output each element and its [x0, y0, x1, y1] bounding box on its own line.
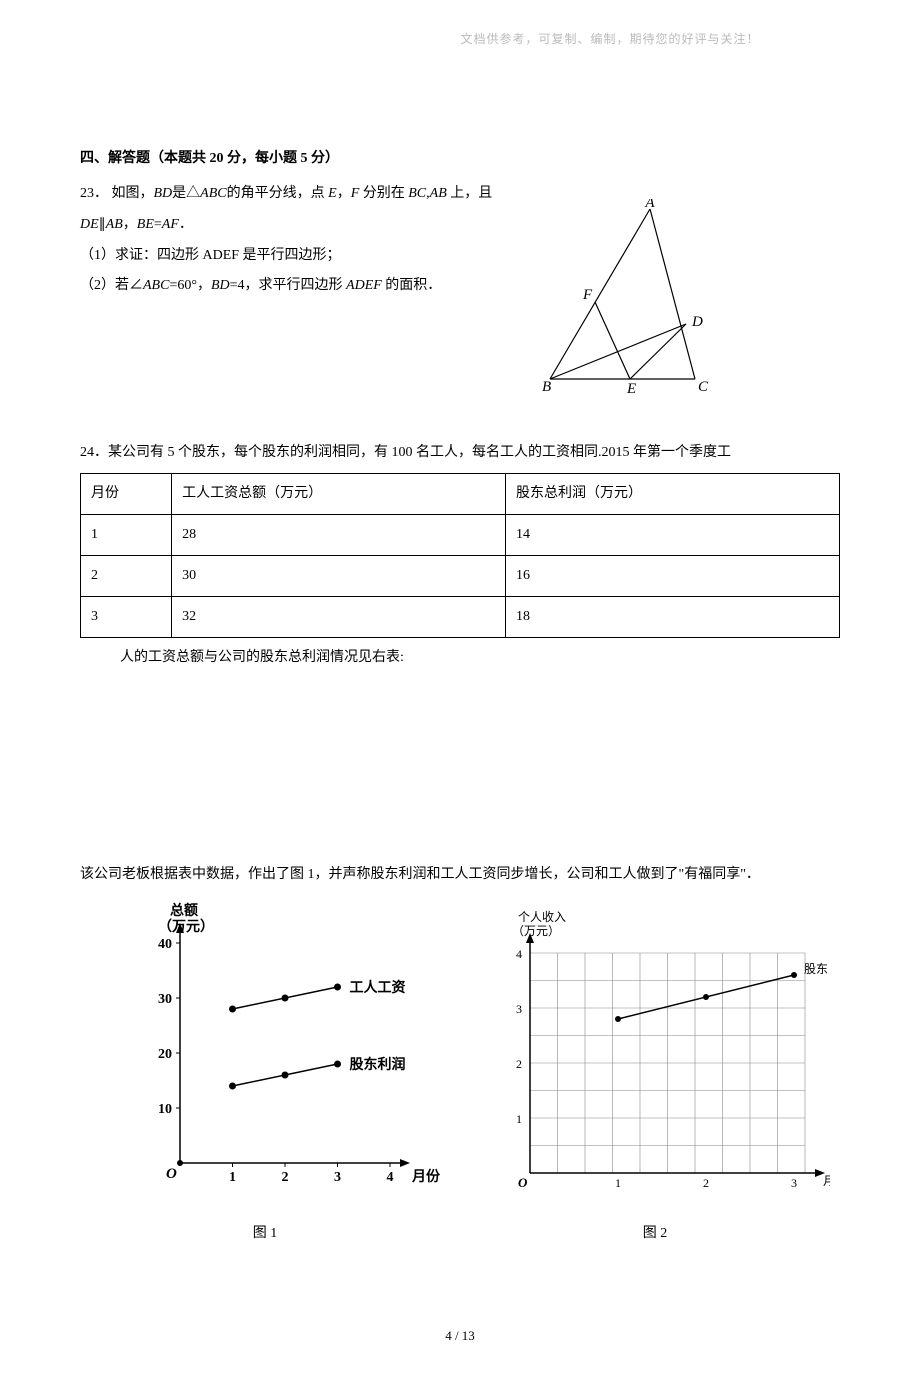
- q23-be: BE: [137, 217, 154, 232]
- svg-text:O: O: [518, 1175, 528, 1190]
- q23-af: AF: [162, 217, 179, 232]
- q23-de: DE: [80, 217, 99, 232]
- svg-text:1: 1: [615, 1176, 621, 1190]
- chart1: 10 20 30 40 1 2 3 4 总额（万元） 月份 O 工人工资股东利润: [80, 893, 440, 1203]
- svg-text:40: 40: [158, 937, 172, 952]
- q23-d: ，: [337, 186, 351, 201]
- cell: 3: [81, 597, 172, 638]
- chart1-cell: 10 20 30 40 1 2 3 4 总额（万元） 月份 O 工人工资股东利润 图 1: [80, 893, 450, 1248]
- svg-text:个人收入: 个人收入: [518, 910, 566, 924]
- svg-text:1: 1: [229, 1170, 236, 1185]
- data-table: 月份 工人工资总额（万元） 股东总利润（万元） 1 28 14 2 30 16 …: [80, 473, 840, 638]
- svg-text:股东: 股东: [804, 962, 828, 976]
- label-e: E: [626, 381, 636, 397]
- cell: 16: [506, 556, 840, 597]
- q23-b: 是△: [172, 186, 200, 201]
- cell: 32: [172, 597, 506, 638]
- svg-text:2: 2: [516, 1057, 522, 1071]
- problem-23: 23． 如图，BD是△ABC的角平分线，点 E，F 分别在 BC,AB 上，且 …: [80, 179, 840, 409]
- q23-e: E: [328, 186, 337, 201]
- q23-bc: BC: [408, 186, 426, 201]
- label-b: B: [542, 379, 551, 395]
- svg-text:月份: 月份: [411, 1168, 440, 1185]
- q24-para2: 该公司老板根据表中数据，作出了图 1，并声称股东利润和工人工资同步增长，公司和工…: [80, 862, 840, 889]
- table-row: 3 32 18: [81, 597, 840, 638]
- header-note: 文档供参考，可复制、编制，期待您的好评与关注！: [80, 30, 840, 47]
- q24-text: 某公司有 5 个股东，每个股东的利润相同，有 100 名工人，每名工人的工资相同…: [108, 445, 731, 460]
- cell: 28: [172, 515, 506, 556]
- svg-text:4: 4: [516, 947, 522, 961]
- q23-ab2: AB: [106, 217, 123, 232]
- q23-abc2: ABC: [143, 278, 169, 293]
- q23-p2a: （2）若∠: [80, 278, 143, 293]
- svg-text:2: 2: [703, 1176, 709, 1190]
- th-profit: 股东总利润（万元）: [506, 474, 840, 515]
- svg-text:O: O: [166, 1166, 177, 1182]
- q23-adef: ADEF: [346, 278, 382, 293]
- svg-text:总额: 总额: [170, 902, 198, 919]
- problem-23-text: 23． 如图，BD是△ABC的角平分线，点 E，F 分别在 BC,AB 上，且 …: [80, 179, 500, 302]
- q23-f2: 上，且: [447, 186, 493, 201]
- triangle-diagram: A B C D E F: [530, 199, 720, 399]
- svg-text:1: 1: [516, 1112, 522, 1126]
- chart2-cell: 1 2 3 4 1 2 3 个人收入（万元） 月份 O 股东 图 2: [470, 893, 840, 1248]
- label-d: D: [691, 314, 703, 330]
- svg-text:20: 20: [158, 1047, 172, 1062]
- label-a: A: [644, 199, 655, 211]
- chart1-label: 图 1: [80, 1220, 450, 1248]
- q23-num: 23．: [80, 186, 108, 201]
- q23-c: 的角平分线，点: [227, 186, 329, 201]
- svg-text:3: 3: [334, 1170, 341, 1185]
- cell: 2: [81, 556, 172, 597]
- q23-eq: =: [154, 217, 162, 232]
- svg-text:4: 4: [387, 1170, 394, 1185]
- svg-text:工人工资: 工人工资: [350, 979, 406, 996]
- svg-text:10: 10: [158, 1102, 172, 1117]
- q23-p2b: =60°，: [169, 278, 211, 293]
- svg-text:2: 2: [282, 1170, 289, 1185]
- table-row: 2 30 16: [81, 556, 840, 597]
- svg-text:（万元）: （万元）: [158, 919, 214, 935]
- q23-f: F: [351, 186, 360, 201]
- q23-sep: ，: [123, 217, 137, 232]
- q23-period: ．: [179, 217, 193, 232]
- th-wages: 工人工资总额（万元）: [172, 474, 506, 515]
- page-number: 4 / 13: [80, 1328, 840, 1344]
- chart2-label: 图 2: [470, 1220, 840, 1248]
- q23-p2c: =4，求平行四边形: [230, 278, 346, 293]
- svg-text:股东利润: 股东利润: [350, 1056, 406, 1073]
- q23-a: 如图，: [112, 186, 154, 201]
- chart2: 1 2 3 4 1 2 3 个人收入（万元） 月份 O 股东: [470, 893, 830, 1203]
- cell: 1: [81, 515, 172, 556]
- svg-text:30: 30: [158, 992, 172, 1007]
- section-title: 四、解答题（本题共 20 分，每小题 5 分）: [80, 147, 840, 167]
- svg-text:（万元）: （万元）: [512, 924, 560, 938]
- q23-abc: ABC: [200, 186, 226, 201]
- q24-num: 24．: [80, 445, 108, 460]
- q23-ab: AB: [430, 186, 447, 201]
- q23-bd2: BD: [211, 278, 230, 293]
- th-month: 月份: [81, 474, 172, 515]
- charts-row: 102030401234总额（万元）月份O工人工资股东利润 图 1 123412…: [80, 893, 840, 1248]
- q23-par: ∥: [99, 217, 106, 232]
- q23-bd: BD: [154, 186, 173, 201]
- label-c: C: [698, 379, 709, 395]
- svg-text:3: 3: [516, 1002, 522, 1016]
- svg-text:月份: 月份: [823, 1174, 830, 1188]
- cell: 18: [506, 597, 840, 638]
- cell: 14: [506, 515, 840, 556]
- svg-text:3: 3: [791, 1176, 797, 1190]
- cell: 30: [172, 556, 506, 597]
- table-row: 月份 工人工资总额（万元） 股东总利润（万元）: [81, 474, 840, 515]
- q24-trail: 人的工资总额与公司的股东总利润情况见右表:: [120, 644, 840, 672]
- q23-e2: 分别在: [359, 186, 408, 201]
- problem-24: 24．某公司有 5 个股东，每个股东的利润相同，有 100 名工人，每名工人的工…: [80, 439, 840, 1248]
- q23-p2d: 的面积．: [382, 278, 442, 293]
- q23-part1: （1）求证：四边形 ADEF 是平行四边形；: [80, 241, 500, 272]
- label-f: F: [582, 287, 593, 303]
- table-row: 1 28 14: [81, 515, 840, 556]
